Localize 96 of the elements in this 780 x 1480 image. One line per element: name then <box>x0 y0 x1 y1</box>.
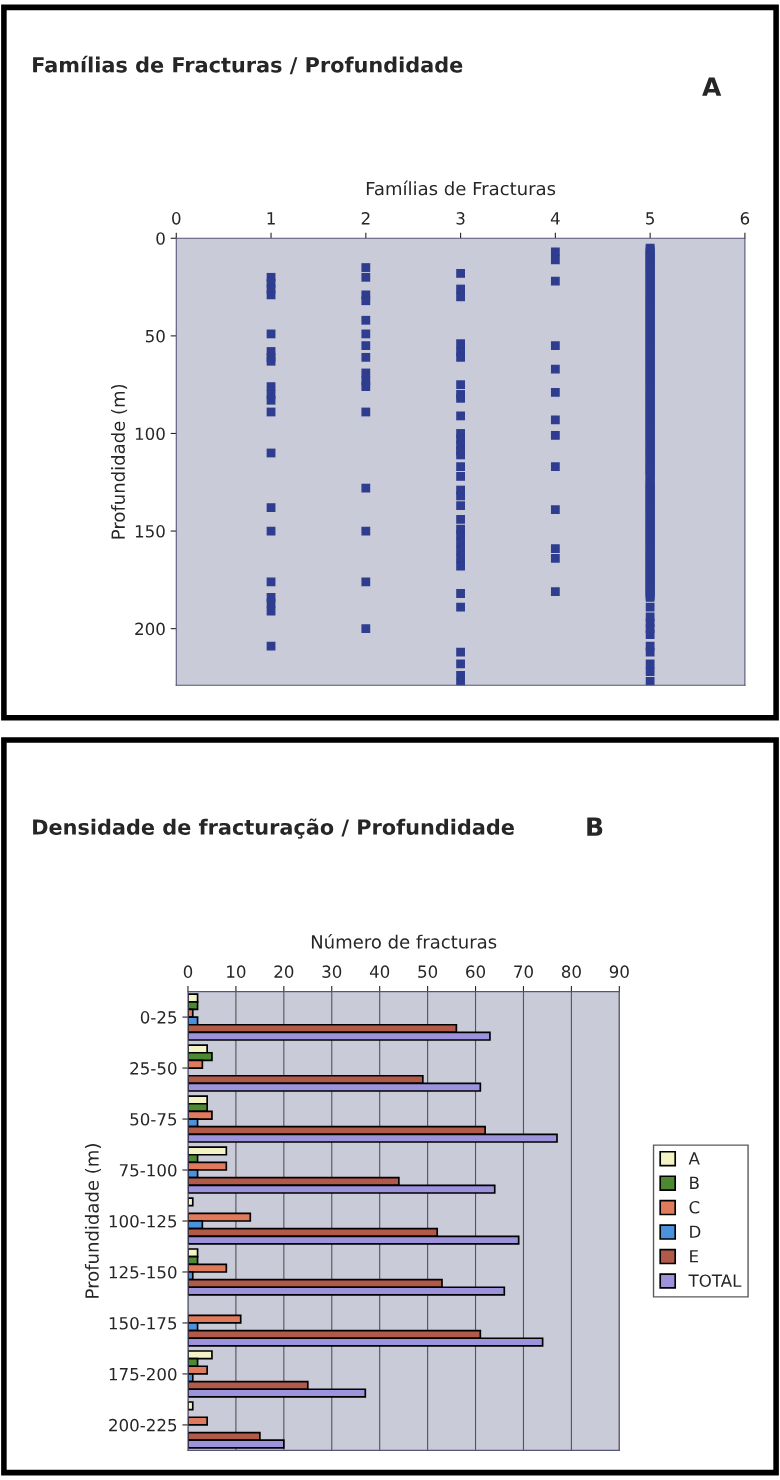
point <box>361 624 371 634</box>
point <box>361 296 371 306</box>
point <box>550 415 560 425</box>
text: B <box>587 817 603 836</box>
point <box>361 407 371 417</box>
point <box>456 352 465 362</box>
x-tick-label: 4 <box>550 212 560 225</box>
point <box>266 641 276 651</box>
y-axis-title: Profundidade (m) <box>111 384 128 539</box>
legend-label: TOTAL <box>688 1274 742 1287</box>
point <box>361 315 371 325</box>
point <box>550 364 560 374</box>
legend-label: D <box>690 1225 701 1238</box>
point <box>550 505 560 514</box>
y-tick-label: 150-175 <box>109 1316 177 1330</box>
point <box>456 678 465 686</box>
x-tick-label: 10 <box>227 965 246 978</box>
point <box>550 587 560 596</box>
text: A <box>702 77 722 96</box>
point <box>361 526 371 536</box>
y-tick-label: 50 <box>145 329 165 343</box>
y-tick-label: 0 <box>156 232 165 245</box>
point <box>266 577 276 587</box>
point <box>361 272 371 282</box>
point <box>456 514 465 524</box>
point <box>456 393 465 403</box>
x-axis-title: Número de fracturas <box>311 933 497 949</box>
x-tick-label: 2 <box>361 212 370 225</box>
x-tick-label: 40 <box>369 965 390 978</box>
y-axis-title: Profundidade (m) <box>84 1144 101 1298</box>
point <box>456 589 465 598</box>
point <box>550 341 560 351</box>
x-tick-label: 5 <box>646 212 654 225</box>
point <box>456 491 465 501</box>
chart-title: Famílias de Fracturas / Profundidade <box>33 55 463 75</box>
point <box>456 561 465 571</box>
point <box>456 602 465 612</box>
point <box>456 450 465 460</box>
point <box>266 356 276 366</box>
y-tick-label: 25-50 <box>130 1062 177 1075</box>
point <box>550 388 560 397</box>
y-tick-label: 0-25 <box>140 1011 177 1024</box>
x-tick-label: 3 <box>456 212 465 225</box>
point <box>456 472 465 481</box>
y-tick-label: 100-125 <box>109 1214 177 1228</box>
y-tick-label: 75-100 <box>119 1163 177 1177</box>
point <box>361 382 371 392</box>
x-tick-label: 30 <box>322 965 342 978</box>
x-axis-title: Famílias de Fracturas <box>366 180 556 196</box>
x-tick-label: 60 <box>466 965 486 978</box>
y-tick-label: 100 <box>135 427 165 441</box>
legend-label: C <box>689 1201 700 1214</box>
point <box>361 352 371 362</box>
point <box>550 276 560 286</box>
bar <box>187 1197 194 1207</box>
point <box>550 544 560 554</box>
x-tick-label: 50 <box>418 965 438 978</box>
point <box>550 431 560 440</box>
legend-label: B <box>690 1176 699 1189</box>
bar <box>187 1416 208 1426</box>
y-tick-label: 150 <box>135 525 165 538</box>
point <box>361 577 371 587</box>
point <box>456 659 465 669</box>
y-tick-label: 175-200 <box>109 1367 177 1381</box>
point <box>456 411 465 421</box>
y-tick-label: 125-150 <box>109 1265 177 1279</box>
legend-label: A <box>688 1152 700 1165</box>
legend-label: E <box>690 1250 698 1263</box>
point <box>361 341 371 351</box>
point <box>550 462 560 472</box>
x-tick-label: 6 <box>740 212 750 225</box>
x-tick-label: 80 <box>561 965 581 978</box>
bar <box>187 1401 194 1411</box>
point <box>550 255 560 265</box>
y-tick-label: 200 <box>135 622 165 636</box>
x-tick-label: 0 <box>183 965 193 978</box>
point <box>456 501 465 511</box>
chart-title: Densidade de fracturação / Profundidade <box>33 818 514 839</box>
point <box>550 553 560 563</box>
point <box>266 290 276 300</box>
point <box>456 380 465 390</box>
point <box>266 503 276 513</box>
x-tick-label: 70 <box>514 965 533 978</box>
y-tick-label: 50-75 <box>130 1113 177 1126</box>
point <box>456 269 465 278</box>
x-tick-label: 20 <box>274 965 294 978</box>
point <box>456 462 465 472</box>
point <box>361 263 371 272</box>
point <box>266 395 276 405</box>
point <box>456 292 465 302</box>
x-tick-label: 1 <box>267 212 275 225</box>
y-tick-label: 200-225 <box>109 1418 177 1432</box>
point <box>361 483 371 493</box>
point <box>456 647 465 657</box>
x-tick-label: 90 <box>609 965 629 978</box>
point <box>361 329 371 339</box>
